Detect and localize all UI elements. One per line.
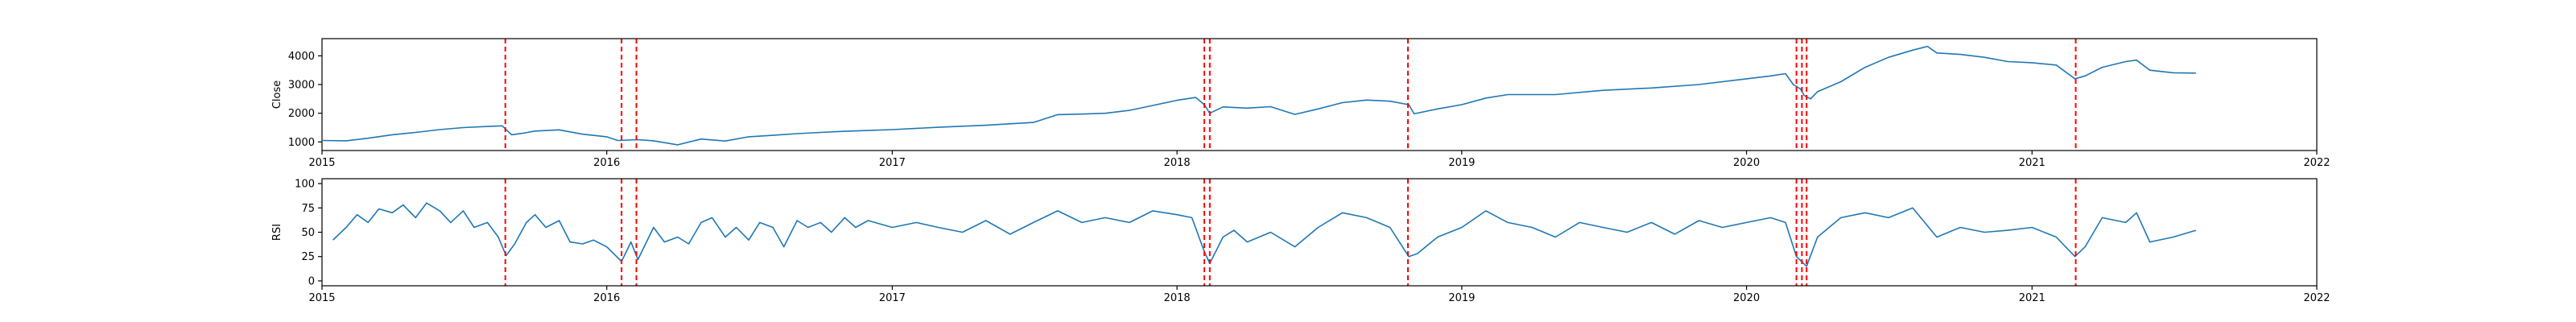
close-x-tick-label: 2018: [1164, 157, 1191, 169]
close-x-tick-label: 2022: [2303, 157, 2330, 169]
rsi-x-tick-label: 2019: [1448, 292, 1475, 304]
rsi-plot-area: [332, 179, 2197, 286]
close-plot-area: [322, 39, 2196, 151]
rsi-panel: RSI 0 25 50 75 100 2015 2016 2017 2018 2019 2020 20…: [271, 178, 2330, 304]
close-price-panel: Close 1000 2000 3000 4000 2015 2016 2017 2018 20…: [271, 38, 2330, 169]
close-x-tick-label: 2017: [879, 157, 906, 169]
rsi-y-axis-label: RSI: [271, 224, 283, 241]
close-y-axis-label: Close: [271, 80, 283, 109]
rsi-y-tick-label: 25: [301, 251, 315, 263]
rsi-x-tick-label: 2022: [2303, 292, 2330, 304]
rsi-x-tick-label: 2016: [593, 292, 620, 304]
rsi-y-tick-label: 75: [301, 203, 315, 215]
close-x-tick-label: 2016: [593, 157, 620, 169]
rsi-y-tick-label: 100: [295, 179, 315, 191]
close-x-tick-label: 2020: [1733, 157, 1760, 169]
close-y-tick-label: 4000: [288, 51, 315, 63]
close-x-tick-label: 2015: [308, 157, 335, 169]
close-y-tick-label: 2000: [288, 108, 315, 120]
close-axes-frame: [321, 38, 2318, 151]
rsi-x-tick-label: 2018: [1164, 292, 1191, 304]
rsi-y-tick-label: 50: [301, 227, 315, 239]
close-x-tick-label: 2019: [1448, 157, 1475, 169]
rsi-x-tick-label: 2020: [1733, 292, 1760, 304]
rsi-x-tick-label: 2015: [308, 292, 335, 304]
close-series-line: [322, 45, 2196, 146]
close-y-tick-label: 1000: [288, 137, 315, 149]
rsi-x-tick-label: 2021: [2019, 292, 2046, 304]
close-x-tick-label: 2021: [2019, 157, 2046, 169]
rsi-y-tick-label: 0: [308, 275, 315, 287]
rsi-x-tick-label: 2017: [879, 292, 906, 304]
close-y-tick-label: 3000: [288, 80, 315, 92]
rsi-series-line: [332, 202, 2197, 267]
